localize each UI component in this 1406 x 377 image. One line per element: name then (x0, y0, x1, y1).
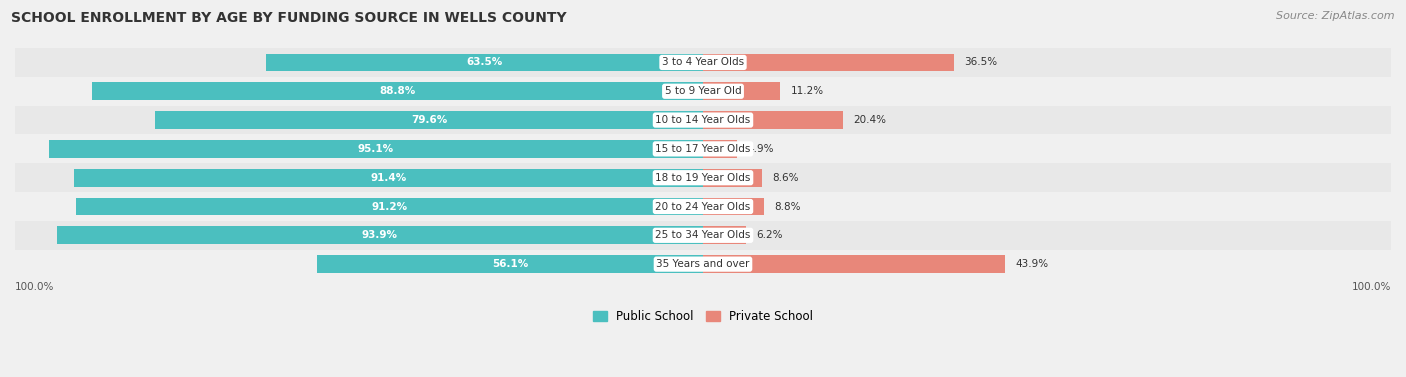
Text: 93.9%: 93.9% (361, 230, 398, 240)
Text: 11.2%: 11.2% (790, 86, 824, 96)
Bar (15, 135, 1391, 163)
Text: 20.4%: 20.4% (853, 115, 887, 125)
Bar (703, 169, 762, 187)
Bar (703, 111, 844, 129)
Text: 5 to 9 Year Old: 5 to 9 Year Old (665, 86, 741, 96)
Bar (58, 226, 703, 244)
Bar (316, 255, 703, 273)
Bar (155, 111, 703, 129)
Text: 25 to 34 Year Olds: 25 to 34 Year Olds (655, 230, 751, 240)
Bar (15, 163, 1391, 192)
Bar (266, 54, 703, 71)
Text: 79.6%: 79.6% (411, 115, 447, 125)
Text: 95.1%: 95.1% (357, 144, 394, 154)
Text: 18 to 19 Year Olds: 18 to 19 Year Olds (655, 173, 751, 183)
Text: 91.4%: 91.4% (370, 173, 406, 183)
Bar (703, 255, 1005, 273)
Bar (75, 169, 703, 187)
Bar (15, 106, 1391, 135)
Bar (91, 82, 703, 100)
Bar (15, 77, 1391, 106)
Text: SCHOOL ENROLLMENT BY AGE BY FUNDING SOURCE IN WELLS COUNTY: SCHOOL ENROLLMENT BY AGE BY FUNDING SOUR… (11, 11, 567, 25)
Text: 6.2%: 6.2% (756, 230, 783, 240)
Text: 88.8%: 88.8% (380, 86, 416, 96)
Text: 10 to 14 Year Olds: 10 to 14 Year Olds (655, 115, 751, 125)
Text: 3 to 4 Year Olds: 3 to 4 Year Olds (662, 57, 744, 67)
Text: 91.2%: 91.2% (371, 202, 408, 211)
Text: 35 Years and over: 35 Years and over (657, 259, 749, 269)
Text: 4.9%: 4.9% (747, 144, 773, 154)
Bar (703, 82, 780, 100)
Bar (703, 140, 737, 158)
Bar (76, 198, 703, 215)
Text: Source: ZipAtlas.com: Source: ZipAtlas.com (1277, 11, 1395, 21)
Text: 63.5%: 63.5% (467, 57, 503, 67)
Text: 56.1%: 56.1% (492, 259, 529, 269)
Bar (703, 226, 745, 244)
Bar (49, 140, 703, 158)
Text: 43.9%: 43.9% (1015, 259, 1049, 269)
Bar (15, 192, 1391, 221)
Text: 100.0%: 100.0% (1351, 282, 1391, 292)
Bar (15, 48, 1391, 77)
Text: 15 to 17 Year Olds: 15 to 17 Year Olds (655, 144, 751, 154)
Legend: Public School, Private School: Public School, Private School (588, 305, 818, 328)
Text: 8.6%: 8.6% (772, 173, 799, 183)
Bar (703, 198, 763, 215)
Text: 100.0%: 100.0% (15, 282, 55, 292)
Bar (15, 250, 1391, 279)
Text: 8.8%: 8.8% (773, 202, 800, 211)
Bar (15, 221, 1391, 250)
Text: 20 to 24 Year Olds: 20 to 24 Year Olds (655, 202, 751, 211)
Text: 36.5%: 36.5% (965, 57, 998, 67)
Bar (703, 54, 955, 71)
